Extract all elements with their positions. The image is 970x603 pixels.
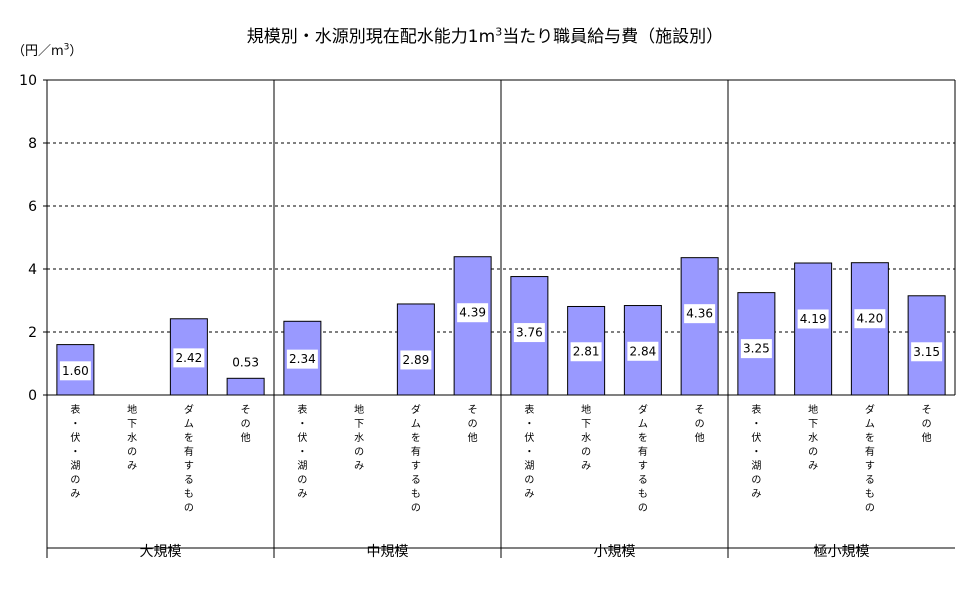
data-label: 0.53	[232, 355, 259, 369]
data-label: 2.89	[403, 353, 430, 367]
data-label: 4.39	[459, 306, 486, 320]
category-label: ダムを有するもの	[184, 403, 194, 514]
data-label-bg	[684, 304, 716, 324]
category-label: 地下水のみ	[581, 403, 591, 472]
data-label-bg	[173, 348, 205, 368]
data-label: 2.34	[289, 352, 316, 366]
y-tick-label: 6	[28, 199, 37, 215]
category-label: その他	[695, 404, 705, 444]
data-label: 4.19	[800, 312, 827, 326]
category-label: その他	[922, 404, 932, 444]
chart-title: 規模別・水源別現在配水能力1m3当たり職員給与費（施設別）	[246, 25, 724, 47]
data-label: 2.81	[573, 345, 600, 359]
data-label: 4.36	[686, 307, 713, 321]
category-label: 表・伏・湖のみ	[297, 403, 307, 500]
y-tick-label: 4	[28, 262, 37, 278]
bar	[850, 262, 889, 396]
category-label: ダムを有するもの	[411, 403, 421, 514]
category-label: 地下水のみ	[127, 403, 137, 472]
bar	[226, 377, 265, 396]
category-label: 地下水のみ	[354, 403, 364, 472]
category-label: 表・伏・湖のみ	[524, 403, 534, 500]
bar	[794, 262, 833, 396]
group-label: 小規模	[594, 544, 636, 560]
data-label-bg	[59, 361, 91, 381]
group-label: 中規模	[367, 544, 409, 560]
data-label-bg	[797, 309, 829, 329]
data-label: 3.25	[743, 342, 770, 356]
bar	[453, 256, 492, 396]
data-label: 4.20	[857, 312, 884, 326]
data-label-bg	[513, 323, 545, 343]
data-label-bg	[854, 309, 886, 329]
category-label: 表・伏・湖のみ	[70, 403, 80, 500]
data-label-bg	[286, 349, 318, 369]
category-label: 地下水のみ	[808, 403, 818, 472]
data-label: 3.15	[913, 345, 940, 359]
y-tick-label: 10	[19, 73, 37, 89]
y-tick-label: 0	[28, 388, 37, 404]
data-label-bg	[740, 339, 772, 359]
category-label: その他	[241, 404, 251, 444]
bar	[396, 303, 435, 396]
category-label: 表・伏・湖のみ	[751, 403, 761, 500]
group-label: 大規模	[140, 544, 182, 560]
y-axis-unit-label: （円／m3）	[12, 42, 83, 59]
bar	[680, 257, 719, 396]
y-tick-label: 2	[28, 325, 37, 341]
data-label-bg	[400, 350, 432, 370]
y-tick-label: 8	[28, 136, 37, 152]
data-label-bg	[230, 352, 262, 372]
data-label-bg	[911, 342, 943, 362]
category-label: ダムを有するもの	[638, 403, 648, 514]
category-label: その他	[468, 404, 478, 444]
category-label: ダムを有するもの	[865, 403, 875, 514]
data-label-bg	[627, 341, 659, 361]
data-label: 3.76	[516, 326, 543, 340]
data-label: 2.42	[176, 351, 203, 365]
group-label: 極小規模	[814, 544, 870, 560]
data-label-bg	[570, 342, 602, 362]
data-label: 2.84	[630, 344, 657, 358]
data-label-bg	[457, 303, 489, 323]
data-label: 1.60	[62, 364, 89, 378]
